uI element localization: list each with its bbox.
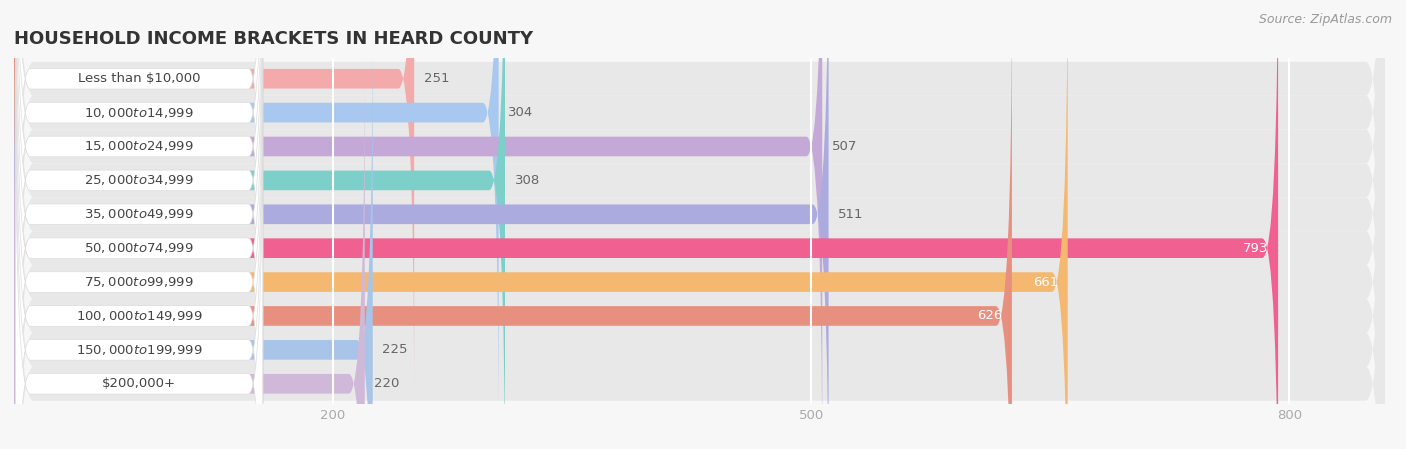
Text: 251: 251 [423, 72, 450, 85]
Text: 626: 626 [977, 309, 1002, 322]
FancyBboxPatch shape [14, 0, 1385, 449]
FancyBboxPatch shape [15, 0, 263, 407]
FancyBboxPatch shape [14, 0, 1012, 449]
Text: 304: 304 [508, 106, 533, 119]
Text: $75,000 to $99,999: $75,000 to $99,999 [84, 275, 194, 289]
FancyBboxPatch shape [14, 0, 1385, 449]
FancyBboxPatch shape [15, 55, 263, 449]
FancyBboxPatch shape [14, 0, 499, 442]
Text: $10,000 to $14,999: $10,000 to $14,999 [84, 106, 194, 119]
FancyBboxPatch shape [14, 0, 823, 449]
FancyBboxPatch shape [15, 0, 263, 449]
FancyBboxPatch shape [14, 21, 373, 449]
Text: $35,000 to $49,999: $35,000 to $49,999 [84, 207, 194, 221]
Text: 507: 507 [832, 140, 858, 153]
FancyBboxPatch shape [15, 89, 263, 449]
Text: Source: ZipAtlas.com: Source: ZipAtlas.com [1258, 13, 1392, 26]
FancyBboxPatch shape [14, 0, 828, 449]
Text: 793: 793 [1243, 242, 1268, 255]
Text: 225: 225 [382, 343, 408, 357]
FancyBboxPatch shape [14, 0, 1385, 449]
Text: $150,000 to $199,999: $150,000 to $199,999 [76, 343, 202, 357]
Text: 220: 220 [374, 377, 399, 390]
Text: 308: 308 [515, 174, 540, 187]
FancyBboxPatch shape [14, 0, 1385, 449]
FancyBboxPatch shape [14, 0, 1067, 449]
FancyBboxPatch shape [14, 0, 1278, 449]
Text: 661: 661 [1033, 276, 1059, 289]
FancyBboxPatch shape [15, 0, 263, 449]
Text: HOUSEHOLD INCOME BRACKETS IN HEARD COUNTY: HOUSEHOLD INCOME BRACKETS IN HEARD COUNT… [14, 31, 533, 48]
Text: $100,000 to $149,999: $100,000 to $149,999 [76, 309, 202, 323]
Text: $25,000 to $34,999: $25,000 to $34,999 [84, 173, 194, 187]
FancyBboxPatch shape [14, 0, 505, 449]
Text: $15,000 to $24,999: $15,000 to $24,999 [84, 140, 194, 154]
Text: $200,000+: $200,000+ [103, 377, 176, 390]
FancyBboxPatch shape [15, 0, 263, 449]
FancyBboxPatch shape [14, 0, 415, 408]
FancyBboxPatch shape [14, 0, 1385, 449]
FancyBboxPatch shape [15, 0, 263, 449]
FancyBboxPatch shape [14, 0, 1385, 449]
Text: Less than $10,000: Less than $10,000 [77, 72, 201, 85]
FancyBboxPatch shape [15, 0, 263, 441]
FancyBboxPatch shape [14, 0, 1385, 449]
FancyBboxPatch shape [14, 55, 364, 449]
FancyBboxPatch shape [14, 0, 1385, 449]
FancyBboxPatch shape [14, 0, 1385, 449]
FancyBboxPatch shape [15, 0, 263, 374]
Text: $50,000 to $74,999: $50,000 to $74,999 [84, 241, 194, 255]
FancyBboxPatch shape [15, 21, 263, 449]
FancyBboxPatch shape [14, 0, 1385, 449]
Text: 511: 511 [838, 208, 863, 221]
